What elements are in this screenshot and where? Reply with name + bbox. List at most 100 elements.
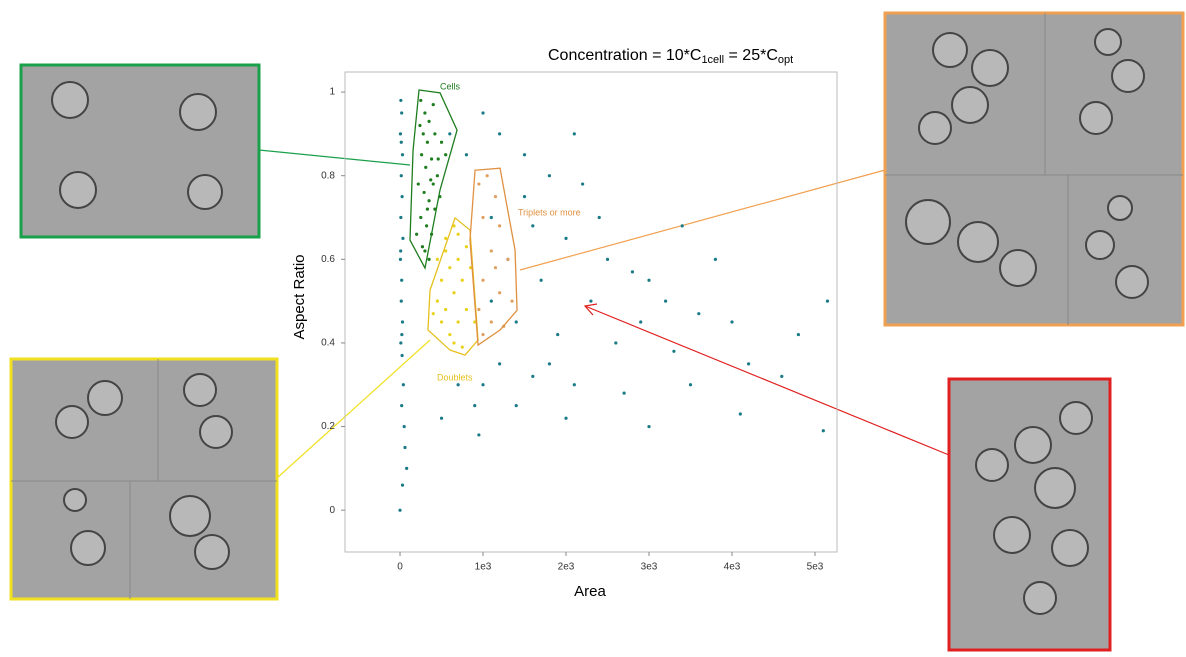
point — [399, 341, 403, 345]
point — [460, 278, 464, 282]
gate — [469, 167, 518, 347]
y-tick-label: 0.2 — [321, 421, 335, 432]
point — [481, 278, 485, 282]
point — [564, 236, 568, 241]
connector — [519, 169, 886, 271]
point — [477, 433, 481, 437]
point — [429, 178, 433, 182]
point — [514, 320, 518, 324]
point — [400, 332, 404, 337]
point — [514, 404, 518, 408]
point — [433, 132, 437, 136]
point — [464, 245, 469, 249]
gate — [409, 89, 458, 271]
gate-label: Doublets — [437, 372, 473, 382]
y-axis-label: Aspect Ratio — [291, 254, 308, 339]
cell-image — [55, 405, 89, 439]
point — [416, 182, 420, 186]
title-part: Concentration = 10*C — [548, 47, 701, 64]
cell-image — [1115, 265, 1149, 299]
gate — [427, 216, 479, 356]
point — [425, 207, 430, 211]
y-tick-label: 0 — [329, 505, 335, 516]
point — [468, 266, 473, 270]
point — [647, 424, 651, 429]
point — [747, 362, 751, 366]
point — [456, 383, 460, 387]
cell-image — [1107, 195, 1133, 221]
point — [419, 98, 423, 103]
point — [400, 194, 404, 199]
title-part: = 25*C — [724, 47, 778, 64]
point — [400, 353, 404, 358]
point — [531, 374, 535, 378]
point — [481, 332, 485, 337]
point — [489, 215, 493, 220]
point — [448, 332, 452, 337]
cell-image — [59, 171, 97, 209]
point — [439, 278, 444, 282]
point — [401, 383, 405, 387]
point — [493, 266, 498, 270]
point — [400, 111, 404, 115]
point — [825, 299, 830, 303]
cell-image — [1094, 28, 1122, 56]
cell-image — [957, 221, 999, 263]
point — [489, 249, 493, 253]
point — [464, 307, 469, 312]
x-tick-label: 3e3 — [641, 562, 658, 573]
x-tick-label: 5e3 — [807, 562, 824, 573]
cell-image — [951, 86, 989, 124]
x-tick-label: 0 — [397, 562, 403, 573]
cell-image — [194, 534, 230, 570]
point — [498, 224, 502, 228]
connector — [276, 339, 431, 479]
cell-image — [1059, 401, 1093, 435]
point — [420, 153, 424, 157]
point — [399, 299, 403, 303]
point — [738, 412, 742, 416]
point — [403, 445, 407, 450]
point — [498, 362, 502, 366]
point — [493, 194, 498, 199]
point — [429, 157, 434, 161]
x-axis-label: Area — [574, 583, 606, 600]
point — [399, 249, 403, 253]
gate-label: Triplets or more — [518, 207, 581, 217]
point — [821, 429, 825, 433]
cell-image — [1051, 529, 1089, 567]
point — [713, 257, 718, 261]
y-tick-label: 0.4 — [321, 338, 335, 349]
point — [697, 312, 701, 316]
point — [547, 174, 552, 178]
cell-image — [183, 373, 217, 407]
point — [477, 307, 481, 312]
cell-image — [51, 81, 89, 119]
point — [564, 416, 568, 420]
point — [730, 320, 734, 324]
point — [672, 349, 676, 353]
point — [498, 132, 502, 136]
chart-title: Concentration = 10*C1cell = 25*Copt — [548, 47, 793, 66]
point — [473, 404, 477, 408]
cell-image — [187, 174, 223, 210]
point — [460, 345, 464, 349]
cell-image — [63, 488, 87, 512]
cell-image — [1111, 59, 1145, 93]
point — [427, 119, 431, 123]
point — [510, 299, 514, 303]
point — [481, 383, 485, 387]
point — [622, 391, 626, 395]
cell-image — [1079, 101, 1113, 135]
point — [399, 140, 403, 144]
point — [477, 182, 481, 186]
point — [531, 224, 535, 228]
point — [572, 383, 576, 387]
y-tick-label: 0.8 — [321, 170, 335, 181]
point — [639, 320, 643, 324]
point — [431, 312, 435, 316]
title-subscript: opt — [778, 54, 793, 66]
point — [421, 132, 425, 136]
point — [435, 257, 439, 261]
